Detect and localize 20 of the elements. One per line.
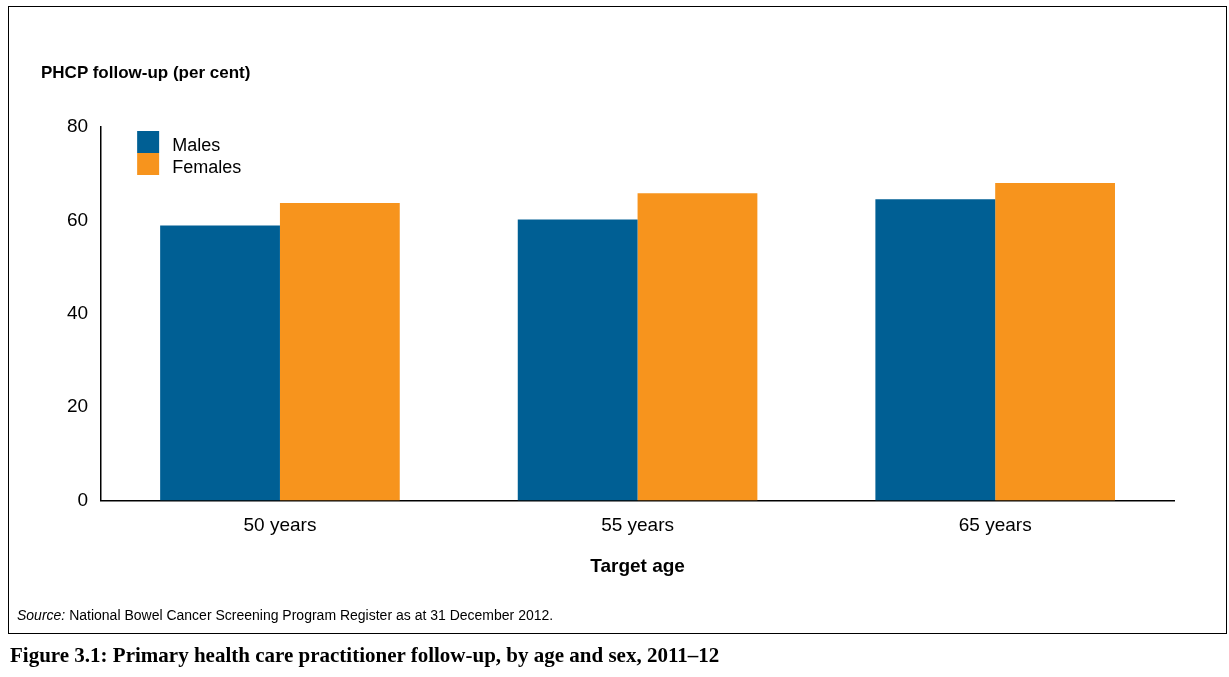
bar xyxy=(875,199,996,501)
bar xyxy=(995,183,1115,501)
bar xyxy=(160,225,280,501)
x-tick-label: 50 years xyxy=(243,514,317,536)
y-tick-label: 0 xyxy=(77,488,89,510)
x-tick-label: 65 years xyxy=(958,514,1032,536)
bar xyxy=(637,193,758,501)
y-tick-label: 80 xyxy=(66,115,89,137)
y-axis-title: PHCP follow-up (per cent) xyxy=(41,63,251,83)
source-note: Source: National Bowel Cancer Screening Program Register as at 31 December 2012. xyxy=(17,607,554,623)
y-tick-label: 20 xyxy=(66,395,89,417)
x-axis-title: Target age xyxy=(590,554,685,576)
y-tick-label: 60 xyxy=(66,208,89,230)
legend-label: Females xyxy=(172,156,242,177)
x-tick-label: 55 years xyxy=(601,514,674,536)
y-tick-label: 40 xyxy=(66,301,89,323)
text: Figure 3.1: Primary health care practitioner follow-up, by age and sex, 2011–12 xyxy=(10,643,720,668)
legend-label: Males xyxy=(172,134,221,155)
bar xyxy=(279,203,400,501)
bar xyxy=(517,219,638,501)
